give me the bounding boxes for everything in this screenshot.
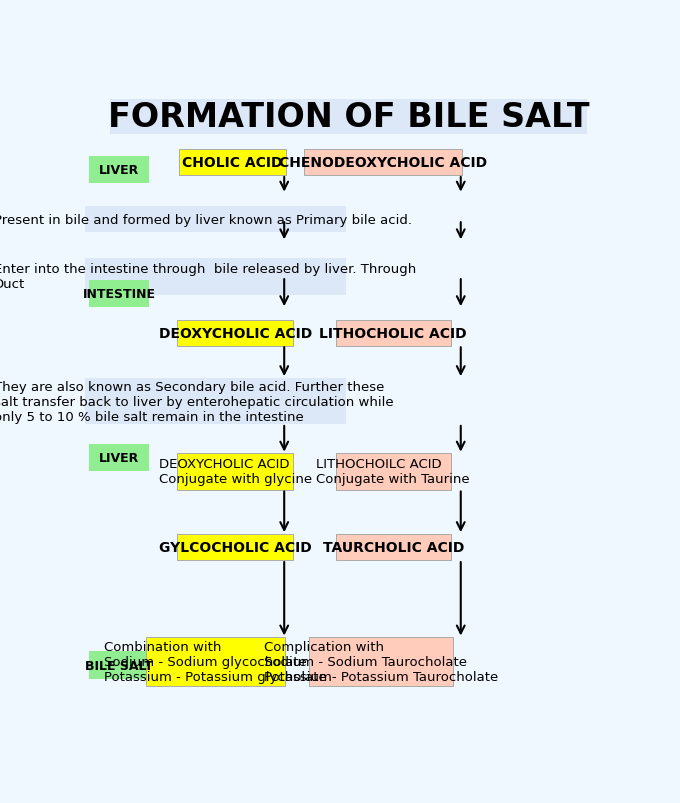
FancyBboxPatch shape: [179, 150, 286, 176]
Text: DEOXYCHOLIC ACID
Conjugate with glycine: DEOXYCHOLIC ACID Conjugate with glycine: [158, 458, 311, 486]
Text: LITHOCHOLIC ACID: LITHOCHOLIC ACID: [320, 326, 467, 340]
FancyBboxPatch shape: [0, 259, 345, 296]
Text: CHENODEOXYCHOLIC ACID: CHENODEOXYCHOLIC ACID: [279, 156, 487, 170]
Text: TAURCHOLIC ACID: TAURCHOLIC ACID: [322, 540, 464, 555]
FancyBboxPatch shape: [309, 638, 454, 687]
Text: LIVER: LIVER: [99, 451, 139, 465]
FancyBboxPatch shape: [146, 638, 286, 687]
FancyBboxPatch shape: [177, 320, 293, 346]
Text: GYLCOCHOLIC ACID: GYLCOCHOLIC ACID: [159, 540, 311, 555]
Text: LIVER: LIVER: [99, 164, 139, 177]
FancyBboxPatch shape: [110, 100, 587, 135]
Text: Present in bile and formed by liver known as Primary bile acid.: Present in bile and formed by liver know…: [0, 214, 412, 226]
FancyBboxPatch shape: [89, 157, 150, 184]
FancyBboxPatch shape: [336, 454, 451, 490]
Text: LITHOCHOILC ACID
Conjugate with Taurine: LITHOCHOILC ACID Conjugate with Taurine: [316, 458, 470, 486]
Text: They are also known as Secondary bile acid. Further these
salt transfer back to : They are also known as Secondary bile ac…: [0, 381, 394, 423]
Text: Enter into the intestine through  bile released by liver. Through
Duct: Enter into the intestine through bile re…: [0, 263, 416, 291]
FancyBboxPatch shape: [0, 379, 345, 425]
FancyBboxPatch shape: [177, 535, 293, 560]
Text: Combination with
Sodium - Sodium glycocholate
Potassium - Potassium glycholate: Combination with Sodium - Sodium glycoch…: [104, 641, 327, 683]
Text: BILE SALT: BILE SALT: [85, 658, 153, 671]
Text: Complication with
Sodium - Sodium Taurocholate
Potassium- Potassium Taurocholate: Complication with Sodium - Sodium Tauroc…: [264, 641, 498, 683]
FancyBboxPatch shape: [336, 535, 451, 560]
FancyBboxPatch shape: [304, 150, 462, 176]
FancyBboxPatch shape: [89, 445, 150, 471]
FancyBboxPatch shape: [89, 280, 150, 308]
FancyBboxPatch shape: [0, 207, 345, 233]
Text: FORMATION OF BILE SALT: FORMATION OF BILE SALT: [107, 101, 590, 134]
Text: INTESTINE: INTESTINE: [83, 287, 156, 300]
FancyBboxPatch shape: [336, 320, 451, 346]
FancyBboxPatch shape: [89, 651, 150, 679]
Text: CHOLIC ACID: CHOLIC ACID: [182, 156, 283, 170]
Text: DEOXYCHOLIC ACID: DEOXYCHOLIC ACID: [158, 326, 312, 340]
FancyBboxPatch shape: [177, 454, 293, 490]
